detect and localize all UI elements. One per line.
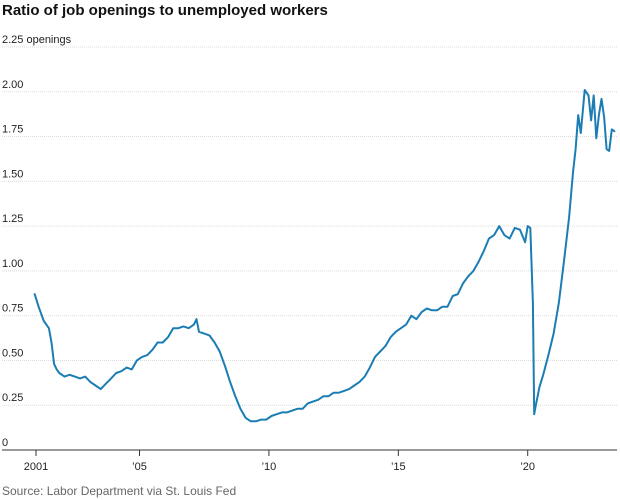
- y-tick-label: 1.50: [2, 168, 23, 180]
- x-axis: 2001 ’05 ’10 ’15 ’20: [24, 450, 535, 473]
- series-layer: [33, 89, 616, 423]
- y-axis-labels: 0 0.25 0.50 0.75 1.00 1.25 1.50 1.75 2.00 2.25 op…: [2, 34, 72, 449]
- x-tick-label: ’20: [520, 461, 535, 473]
- x-tick-label: ’10: [262, 461, 277, 473]
- y-tick-label: 1.25: [2, 213, 23, 225]
- y-tick-label: 0: [2, 437, 8, 449]
- x-tick-label: ’05: [132, 461, 147, 473]
- y-tick-label: 2.25 openings: [2, 34, 72, 46]
- source-note: Source: Labor Department via St. Louis F…: [2, 484, 237, 498]
- x-tick-label: ’15: [391, 461, 406, 473]
- series-line: [33, 89, 616, 423]
- y-tick-label: 0.50: [2, 347, 23, 359]
- x-tick-label: 2001: [24, 461, 48, 473]
- gridlines: [2, 46, 617, 451]
- y-tick-label: 1.00: [2, 258, 23, 270]
- y-tick-label: 0.25: [2, 392, 23, 404]
- y-tick-label: 2.00: [2, 79, 23, 91]
- y-tick-label: 0.75: [2, 303, 23, 315]
- y-tick-label: 1.75: [2, 124, 23, 136]
- chart-title: Ratio of job openings to unemployed work…: [2, 2, 328, 19]
